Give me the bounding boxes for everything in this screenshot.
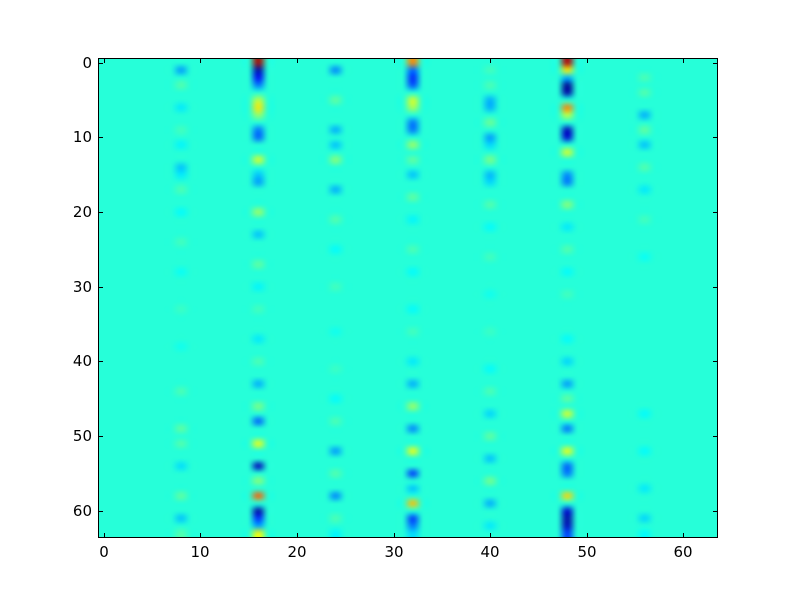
- x-tick-mark-bottom: [683, 533, 684, 537]
- x-tick-mark-bottom: [200, 533, 201, 537]
- y-tick-mark-right: [713, 361, 717, 362]
- x-tick-mark-bottom: [297, 533, 298, 537]
- y-tick-label: 50: [72, 427, 92, 445]
- x-tick-mark-top: [200, 59, 201, 63]
- y-tick-label: 10: [72, 128, 92, 146]
- y-tick-label: 40: [72, 352, 92, 370]
- x-tick-mark-top: [683, 59, 684, 63]
- y-tick-mark-right: [713, 63, 717, 64]
- y-tick-mark-left: [99, 287, 103, 288]
- y-tick-mark-left: [99, 63, 103, 64]
- x-tick-mark-bottom: [394, 533, 395, 537]
- x-tick-mark-bottom: [104, 533, 105, 537]
- x-tick-label: 30: [384, 543, 404, 561]
- y-tick-label: 30: [72, 278, 92, 296]
- x-tick-mark-top: [394, 59, 395, 63]
- y-tick-mark-left: [99, 361, 103, 362]
- x-tick-mark-top: [490, 59, 491, 63]
- y-tick-mark-right: [713, 287, 717, 288]
- x-tick-mark-top: [587, 59, 588, 63]
- x-tick-label: 60: [673, 543, 693, 561]
- y-tick-label: 60: [72, 502, 92, 520]
- x-tick-label: 50: [577, 543, 597, 561]
- y-tick-mark-left: [99, 436, 103, 437]
- x-tick-mark-top: [297, 59, 298, 63]
- y-tick-label: 0: [82, 54, 92, 72]
- y-tick-mark-right: [713, 137, 717, 138]
- x-tick-mark-bottom: [587, 533, 588, 537]
- y-tick-mark-left: [99, 212, 103, 213]
- y-tick-mark-left: [99, 137, 103, 138]
- y-tick-mark-right: [713, 511, 717, 512]
- heatmap-canvas: [99, 59, 717, 537]
- x-tick-mark-top: [104, 59, 105, 63]
- y-tick-mark-right: [713, 436, 717, 437]
- y-tick-mark-left: [99, 511, 103, 512]
- x-tick-label: 40: [480, 543, 500, 561]
- y-tick-label: 20: [72, 203, 92, 221]
- x-tick-label: 20: [287, 543, 307, 561]
- x-tick-label: 10: [190, 543, 210, 561]
- y-tick-mark-right: [713, 212, 717, 213]
- x-tick-label: 0: [99, 543, 109, 561]
- x-tick-mark-bottom: [490, 533, 491, 537]
